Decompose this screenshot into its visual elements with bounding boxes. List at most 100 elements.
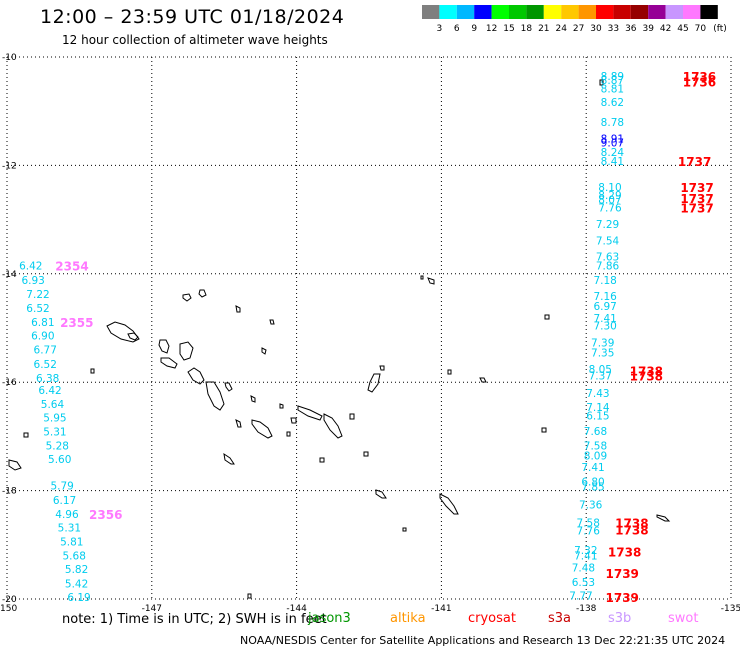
y-tick-label: -18	[2, 487, 17, 497]
island-outline	[90, 368, 95, 374]
colorbar-swatch	[456, 5, 475, 19]
time-label: 1736	[683, 70, 716, 84]
colorbar-tick: 9	[471, 24, 477, 34]
data-points: 8.898.878.81 8.62 8.78 8.248.41 8.108.298.07…	[19, 71, 624, 604]
island-outline	[235, 305, 241, 313]
colorbar-swatch	[683, 5, 701, 19]
swh-value: 7.14	[586, 402, 610, 414]
island-outline	[179, 341, 194, 361]
x-tick-label: -135	[721, 604, 740, 614]
colorbar-legend: 3 6 9 12 15 18 21 24 27 30 33 36 39 42 45 70 (ft)	[422, 5, 727, 34]
swh-value: 5.81	[60, 537, 83, 549]
swh-value: 6.81	[31, 317, 54, 329]
island-outline	[479, 377, 487, 383]
y-tick-label: -12	[2, 161, 17, 171]
time-label: 2354	[55, 260, 88, 274]
island-outline	[198, 289, 207, 298]
colorbar-tick: 6	[454, 24, 460, 34]
swh-value: 7.41	[581, 462, 604, 474]
colorbar-tick: 18	[521, 24, 533, 34]
time-label: 1738	[615, 524, 648, 538]
y-tick-labels: -10 -12 -14 -16 -18 -20	[2, 53, 17, 605]
swh-value: 5.68	[63, 551, 86, 563]
swh-value: 7.18	[593, 275, 616, 287]
island-outline	[269, 319, 275, 325]
swh-value: 8.78	[601, 117, 624, 129]
island-outline	[656, 514, 671, 522]
colorbar-tick: 70	[695, 24, 707, 34]
island-outline	[223, 452, 235, 465]
swh-value: 7.22	[26, 289, 49, 301]
island-outline	[286, 431, 291, 437]
swh-value: 8.29	[598, 190, 621, 202]
colorbar-tick: 42	[660, 24, 671, 34]
island-outline	[599, 79, 604, 86]
swh-value: 8.05	[589, 364, 612, 376]
island-outline	[447, 369, 452, 375]
legend-s3a: s3a	[548, 611, 572, 626]
swh-value: 8.24	[601, 147, 625, 159]
swh-value: 7.85	[581, 481, 604, 493]
swh-value: 7.58	[584, 441, 607, 453]
swh-value: 7.30	[593, 320, 616, 332]
swh-value: 7.29	[596, 219, 619, 231]
colorbar-swatch	[648, 5, 666, 19]
x-tick-label: -144	[286, 604, 307, 614]
legend-s3b: s3b	[608, 611, 632, 626]
island-outline	[23, 432, 29, 438]
swh-value: 7.32	[574, 545, 597, 557]
swh-value: 7.35	[591, 347, 614, 359]
swh-value: 5.64	[41, 399, 65, 411]
footer-note: note: 1) Time is in UTC; 2) SWH is in fe…	[62, 612, 327, 627]
island-outline	[349, 413, 355, 420]
island-outline	[182, 293, 192, 302]
swh-value: 5.60	[48, 454, 71, 466]
time-label: 1737	[680, 202, 713, 216]
colorbar-swatch	[422, 5, 440, 19]
colorbar-tick: 39	[642, 24, 654, 34]
legend-cryosat: cryosat	[468, 611, 516, 626]
swh-value: 6.52	[34, 359, 57, 371]
swh-value: 6.42	[38, 385, 61, 397]
x-tick-label: -147	[142, 604, 162, 614]
x-tick-labels: -150 -147 -144 -141 -138 -135	[0, 604, 740, 614]
island-outline	[187, 367, 205, 385]
swh-value: 7.77	[569, 591, 592, 603]
swh-value: 7.48	[572, 563, 595, 575]
x-tick-label: -141	[431, 604, 451, 614]
swh-value: 7.16	[593, 291, 617, 303]
colorbar-tick: 15	[503, 24, 514, 34]
colorbar-swatch	[700, 5, 718, 19]
chart-title: 12:00 – 23:59 UTC 01/18/2024	[40, 6, 345, 28]
colorbar-tick: 3	[437, 24, 443, 34]
island-outline	[544, 314, 550, 320]
time-label: 1737	[680, 192, 713, 206]
colorbar-tick: 24	[555, 24, 567, 34]
swh-value: 7.36	[579, 500, 603, 512]
y-tick-label: -10	[2, 53, 17, 63]
island-outline	[541, 427, 547, 433]
footer-credit: NOAA/NESDIS Center for Satellite Applica…	[240, 634, 726, 647]
swh-value: 8.41	[601, 156, 624, 168]
time-label: 1738	[608, 545, 641, 559]
island-outline	[402, 527, 407, 532]
colorbar-swatch	[509, 5, 527, 19]
swh-value: 7.39	[591, 338, 614, 350]
swh-value: 5.42	[65, 578, 88, 590]
island-outline	[323, 413, 343, 439]
island-outline	[279, 403, 284, 409]
colorbar-swatch	[561, 5, 579, 19]
swh-value: 6.53	[572, 577, 595, 589]
y-tick-label: -14	[2, 270, 17, 280]
swh-value: 7.76	[598, 203, 622, 215]
colorbar-tick: 33	[608, 24, 619, 34]
island-outline	[319, 457, 325, 463]
colorbar-swatch	[526, 5, 544, 19]
swh-value: 5.95	[43, 412, 66, 424]
swh-value: 6.93	[21, 275, 44, 287]
y-tick-label: -20	[2, 595, 17, 605]
colorbar-swatch	[578, 5, 596, 19]
colorbar-swatch	[613, 5, 631, 19]
swh-value: 5.31	[58, 522, 81, 534]
colorbar-swatch	[665, 5, 683, 19]
